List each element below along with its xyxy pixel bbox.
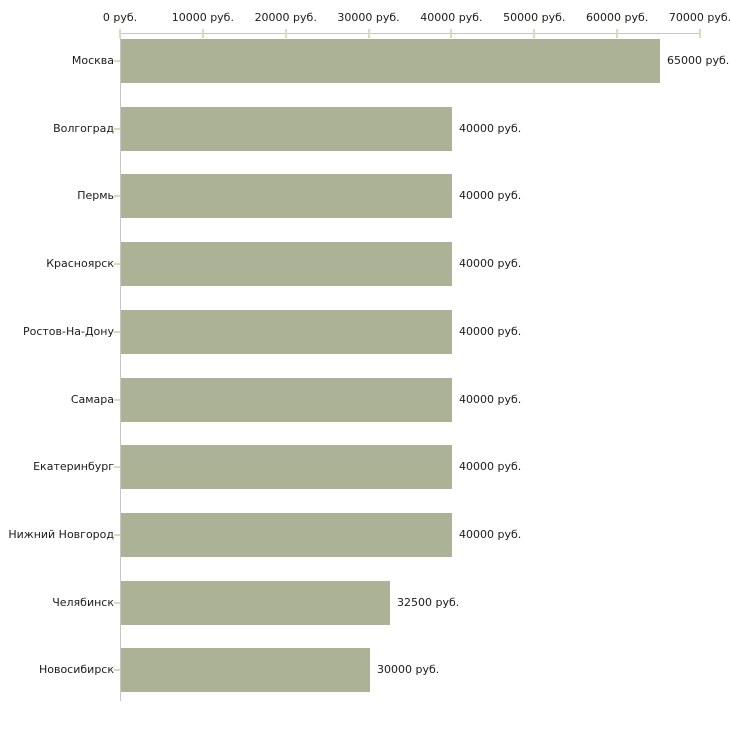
- x-axis-tick-label: 30000 руб.: [337, 11, 400, 24]
- x-axis-tick-mark: [699, 29, 701, 38]
- x-axis-tick-mark: [450, 29, 453, 38]
- category-label: Екатеринбург: [33, 460, 114, 473]
- y-axis-line: [120, 33, 121, 701]
- bar: [121, 513, 452, 557]
- category-label: Пермь: [77, 189, 114, 202]
- x-axis-tick-label: 50000 руб.: [503, 11, 566, 24]
- x-axis-line: [120, 33, 701, 34]
- category-tick-mark: [114, 60, 120, 62]
- category-tick-mark: [114, 331, 120, 333]
- value-label: 30000 руб.: [377, 663, 440, 676]
- category-label: Москва: [71, 54, 114, 67]
- value-label: 40000 руб.: [459, 393, 522, 406]
- value-label: 40000 руб.: [459, 528, 522, 541]
- bar: [121, 581, 390, 625]
- bar: [121, 174, 452, 218]
- category-tick-mark: [114, 399, 120, 401]
- x-axis-tick-label: 10000 руб.: [171, 11, 234, 24]
- category-tick-mark: [114, 263, 120, 265]
- category-tick-mark: [114, 466, 120, 468]
- category-label: Челябинск: [52, 596, 114, 609]
- category-label: Самара: [70, 393, 114, 406]
- category-label: Новосибирск: [38, 663, 114, 676]
- x-axis-tick-mark: [367, 29, 370, 38]
- category-tick-mark: [114, 669, 120, 671]
- category-tick-mark: [114, 602, 120, 604]
- bar: [121, 107, 452, 151]
- x-axis-tick-label: 70000 руб.: [668, 11, 730, 24]
- value-label: 40000 руб.: [459, 189, 522, 202]
- category-tick-mark: [114, 128, 120, 130]
- x-axis-tick-mark: [533, 29, 536, 38]
- category-label: Красноярск: [46, 257, 114, 270]
- bar: [121, 39, 660, 83]
- x-axis-tick-label: 20000 руб.: [254, 11, 317, 24]
- x-axis-tick-label: 0 руб.: [102, 11, 138, 24]
- category-label: Волгоград: [53, 122, 114, 135]
- x-axis-tick-label: 40000 руб.: [420, 11, 483, 24]
- x-axis-tick-label: 60000 руб.: [586, 11, 649, 24]
- value-label: 40000 руб.: [459, 257, 522, 270]
- value-label: 32500 руб.: [397, 596, 460, 609]
- x-axis-tick-mark: [201, 29, 204, 38]
- x-axis-tick-mark: [119, 29, 121, 38]
- value-label: 40000 руб.: [459, 325, 522, 338]
- bar: [121, 648, 370, 692]
- value-label: 40000 руб.: [459, 122, 522, 135]
- bar: [121, 242, 452, 286]
- category-label: Нижний Новгород: [8, 528, 114, 541]
- bar: [121, 310, 452, 354]
- x-axis-tick-mark: [616, 29, 619, 38]
- x-axis-tick-mark: [284, 29, 287, 38]
- value-label: 65000 руб.: [667, 54, 730, 67]
- category-label: Ростов-На-Дону: [22, 325, 114, 338]
- bar: [121, 378, 452, 422]
- category-tick-mark: [114, 534, 120, 536]
- value-label: 40000 руб.: [459, 460, 522, 473]
- category-tick-mark: [114, 195, 120, 197]
- bar: [121, 445, 452, 489]
